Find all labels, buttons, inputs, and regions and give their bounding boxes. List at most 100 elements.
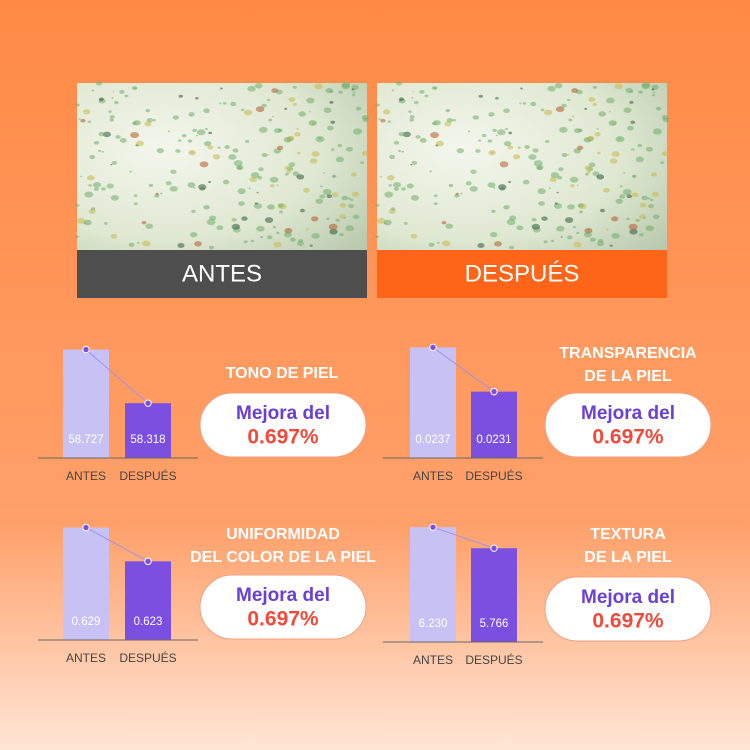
- photo-spot: [387, 120, 392, 123]
- photo-spot: [331, 148, 335, 151]
- photo-spot: [623, 107, 632, 113]
- photo-spot: [74, 203, 80, 208]
- bar: [125, 403, 171, 458]
- photo-spot: [452, 118, 456, 122]
- photo-spot: [136, 241, 140, 244]
- point: [144, 399, 152, 407]
- photo-spot: [611, 151, 620, 157]
- photo-spot: [584, 165, 591, 171]
- photo-spot: [374, 103, 380, 107]
- photo-spot: [351, 191, 360, 197]
- photo-spot: [78, 118, 81, 120]
- photo-spot: [629, 228, 638, 235]
- photo-spot: [596, 174, 605, 180]
- photo-spot: [309, 158, 318, 164]
- photo-spot: [592, 85, 597, 89]
- photo-spot: [299, 208, 305, 213]
- x-tick-label: DESPUÉS: [119, 468, 176, 483]
- photo-spot: [288, 97, 296, 102]
- photo-spot: [506, 218, 516, 226]
- photo-spot: [410, 163, 413, 166]
- photo-spot: [337, 143, 343, 148]
- photo-spot: [556, 191, 559, 194]
- photo-spot: [284, 107, 288, 110]
- photo-spot: [124, 94, 129, 98]
- photo-spot: [508, 131, 513, 135]
- photo-spot: [572, 225, 577, 229]
- photo-spot: [419, 90, 425, 94]
- photo-spot: [256, 191, 259, 194]
- photo-spot: [165, 181, 172, 186]
- photo-spot: [110, 233, 118, 239]
- chart-title: UNIFORMIDAD: [226, 526, 340, 543]
- photo-spot: [393, 187, 399, 191]
- photo-spot: [95, 81, 103, 86]
- photo-spot: [608, 120, 617, 126]
- photo-spot: [386, 175, 395, 181]
- photo-spot: [477, 243, 485, 249]
- photo-spot: [198, 184, 207, 190]
- photo-spot: [323, 172, 326, 174]
- photo-spot: [294, 132, 301, 137]
- point: [429, 343, 437, 352]
- photo-spot: [292, 85, 297, 89]
- photo-spot: [435, 140, 444, 147]
- photo-spot: [296, 174, 305, 180]
- photo-spot: [531, 217, 537, 222]
- x-tick-label: DESPUÉS: [119, 650, 176, 665]
- photo-spot: [558, 167, 564, 172]
- photo-spot: [398, 97, 404, 101]
- photo-spot: [554, 82, 563, 89]
- photo-spot: [410, 194, 420, 201]
- photo-spot: [240, 108, 245, 112]
- photo-spot: [608, 110, 612, 113]
- photo-spot: [276, 184, 279, 186]
- photo-spot: [488, 150, 496, 156]
- value-label: 0.629: [72, 616, 101, 628]
- photo-spot: [576, 231, 580, 235]
- photo-spot: [648, 203, 654, 209]
- photo-spot: [548, 187, 551, 189]
- photo-spot: [661, 115, 669, 120]
- photo-spot: [228, 154, 237, 160]
- photo-spot: [584, 173, 589, 176]
- photo-spot: [520, 87, 523, 90]
- photo-spot: [98, 149, 102, 153]
- photo-spot: [611, 232, 620, 239]
- photo-spot: [261, 152, 268, 158]
- point: [82, 523, 90, 532]
- photo-spot: [454, 194, 460, 198]
- photo-spot: [169, 186, 178, 192]
- photo-spot: [637, 143, 643, 148]
- photo-spot: [267, 153, 270, 156]
- photo-spot: [388, 184, 392, 187]
- photo-spot: [152, 118, 156, 122]
- photo-spot: [635, 156, 644, 163]
- photo-spot: [606, 97, 615, 104]
- photo-spot: [517, 146, 521, 149]
- photo-spot: [308, 120, 317, 126]
- photo-spot: [292, 171, 300, 177]
- photo-spot: [257, 175, 263, 180]
- photo-spot: [315, 198, 324, 204]
- photo-spot: [412, 91, 415, 93]
- photo-spot: [629, 100, 634, 104]
- photo-spot: [541, 216, 548, 221]
- photo-spot: [549, 176, 557, 183]
- photo-spot: [89, 154, 96, 160]
- photo-spot: [175, 149, 181, 153]
- photo-spot: [194, 241, 202, 247]
- photo-spot: [576, 145, 584, 151]
- photo-spot: [615, 136, 625, 143]
- photo-spot: [98, 131, 105, 137]
- callout-value: 0.697%: [247, 426, 319, 449]
- photo-spot: [460, 192, 463, 195]
- photo-spot: [352, 214, 360, 220]
- photo-spot: [413, 100, 419, 105]
- photo-spot: [631, 192, 639, 198]
- chart-title: DEL COLOR DE LA PIEL: [190, 549, 376, 566]
- photo-spot: [103, 221, 108, 225]
- photo-spot: [189, 232, 198, 238]
- photo-spot: [639, 202, 647, 208]
- photo-spot: [478, 139, 482, 142]
